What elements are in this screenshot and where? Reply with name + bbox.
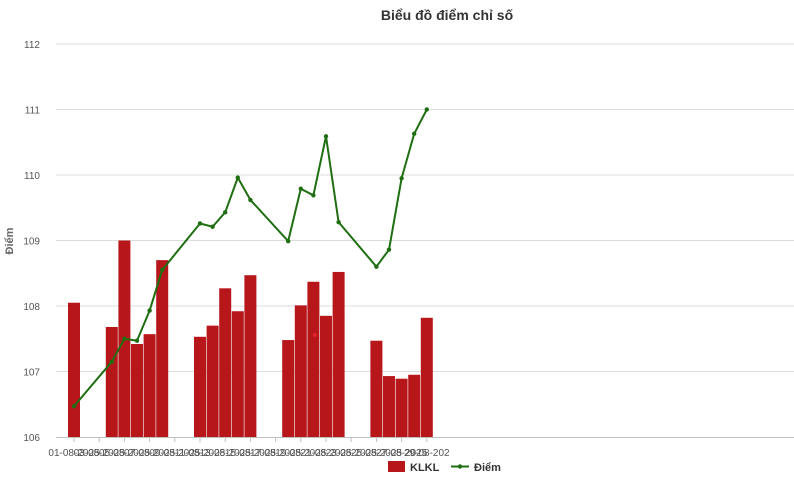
y-tick-label: 110 (24, 171, 40, 182)
legend-item-diem[interactable]: Điểm (451, 462, 501, 474)
diem-point (71, 404, 77, 409)
legend-klkl-swatch (388, 461, 405, 472)
klkl-bar (156, 260, 169, 437)
y-axis-label: Điểm (4, 227, 16, 254)
diem-point (386, 247, 392, 252)
diem-point (412, 131, 417, 136)
x-tick-label: 11-08-2025 (175, 448, 226, 459)
y-axis-ticks: 106 107 108 109 110 111 112 (23, 40, 40, 444)
klkl-bar (206, 325, 219, 437)
klkl-bar (420, 317, 433, 437)
legend-item-klkl[interactable]: KLKL (388, 461, 440, 474)
klkl-bar (320, 315, 332, 437)
klkl-bar (395, 378, 408, 437)
diem-point (210, 224, 215, 229)
diem-point (248, 197, 253, 203)
klkl-bar (307, 281, 320, 437)
y-tick-label: 106 (23, 433, 40, 444)
y-tick-label: 111 (25, 106, 41, 117)
klkl-bar (244, 275, 257, 437)
diem-point (336, 219, 341, 225)
klkl-bar (105, 326, 118, 437)
diem-point (122, 336, 127, 341)
klkl-bars (68, 240, 433, 437)
diem-point (147, 308, 152, 313)
diem-line-series (71, 107, 429, 409)
x-tick-label: 17-08-2025 (250, 448, 302, 459)
x-tick-label: 09-08-2025 (149, 448, 201, 459)
x-tick-label: 23-08-2025 (326, 448, 378, 459)
klkl-bar (282, 340, 295, 437)
x-tick-label: 05-08-2025 (99, 448, 151, 459)
x-tick-label: 07-08-2025 (124, 448, 176, 459)
legend-diem-label: Điểm (474, 462, 501, 474)
y-tick-label: 109 (23, 237, 40, 248)
y-tick-label: 107 (23, 368, 40, 379)
klkl-bar (68, 302, 80, 437)
diem-point (424, 107, 429, 112)
klkl-bar (231, 311, 244, 437)
klkl-bar (219, 288, 232, 437)
klkl-bar (332, 271, 345, 437)
chart-title: Biểu đồ điểm chỉ số (381, 7, 514, 23)
diem-point (223, 210, 228, 215)
x-axis-ticks: 01-08-202503-08-202505-08-202507-08-2025… (48, 437, 450, 459)
diem-point (286, 238, 291, 244)
x-tick-label: 01-08-2025 (48, 448, 100, 459)
annotations (312, 332, 317, 337)
x-tick-label: 29-08-202 (404, 448, 450, 459)
diem-point (197, 221, 203, 226)
diem-point (109, 359, 115, 364)
x-tick-label: 13-08-2025 (200, 448, 252, 459)
legend-diem-marker-icon (457, 464, 463, 469)
diem-point (311, 193, 316, 198)
klkl-bar (383, 376, 395, 437)
x-tick-label: 21-08-2025 (300, 448, 352, 459)
y-tick-label: 108 (23, 302, 40, 313)
legend-klkl-label: KLKL (410, 462, 440, 474)
x-tick-label: 25-08-2025 (351, 448, 403, 459)
x-tick-label: 19-08-2025 (275, 448, 327, 459)
klkl-bar (370, 340, 383, 437)
klkl-bar (294, 305, 307, 437)
klkl-bar (143, 334, 156, 437)
diem-point (374, 264, 379, 269)
legend: KLKL Điểm (388, 461, 501, 474)
diem-point (134, 338, 140, 343)
x-tick-label: 03-08-2025 (74, 448, 126, 459)
diem-point (399, 176, 404, 181)
diem-point (323, 134, 329, 139)
klkl-bar (194, 336, 206, 437)
diem-point (160, 267, 165, 273)
diem-point (298, 186, 303, 191)
klkl-bar (131, 343, 143, 437)
x-tick-label: 15-08-2025 (225, 448, 277, 459)
y-tick-label: 112 (24, 40, 40, 51)
annotation-dot (312, 332, 317, 337)
diem-point (235, 175, 240, 180)
x-tick-label: 27-08-2025 (376, 448, 428, 459)
klkl-bar (408, 374, 421, 437)
